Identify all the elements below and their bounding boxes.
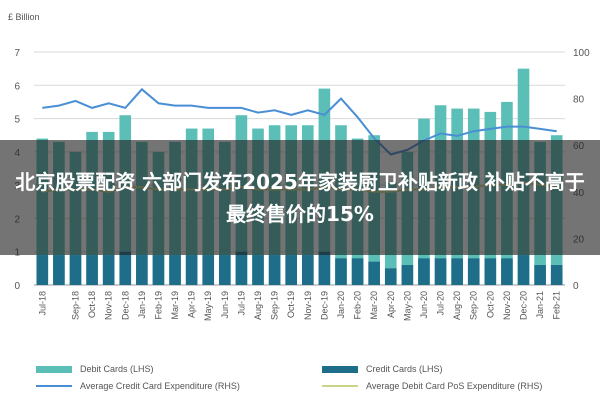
y-right-tick-label: 100 <box>573 48 590 59</box>
x-tick-label: Mar-20 <box>369 291 379 320</box>
y-left-tick-label: 6 <box>14 81 20 92</box>
bar-credit <box>268 255 281 285</box>
legend-swatch-avg-credit <box>36 385 72 387</box>
y-right-tick-label: 0 <box>573 281 579 292</box>
bar-credit <box>136 255 148 285</box>
bar-credit <box>351 258 364 285</box>
legend-swatch-credit <box>322 365 358 373</box>
overlay-banner-text: 北京股票配资 六部门发布2025年家装厨卫补贴新政 补贴不高于最终售价的15% <box>15 169 585 226</box>
bar-credit <box>102 255 115 285</box>
bar-credit <box>169 255 181 285</box>
legend-label-credit: Credit Cards (LHS) <box>366 364 443 374</box>
x-tick-label: Jul-18 <box>37 291 47 316</box>
legend-item-avg-credit: Average Credit Card Expenditure (RHS) <box>36 381 240 391</box>
x-tick-label: Oct-20 <box>485 291 495 318</box>
bar-credit <box>467 258 480 285</box>
x-tick-label: Jun-19 <box>220 291 230 319</box>
x-tick-label: Sep-19 <box>270 291 280 320</box>
x-tick-label: Nov-18 <box>104 291 114 320</box>
bar-credit <box>36 255 49 285</box>
bar-credit <box>484 258 497 285</box>
legend-item-debit: Debit Cards (LHS) <box>36 364 154 374</box>
x-tick-label: Oct-19 <box>286 291 296 318</box>
x-tick-label: Nov-19 <box>303 291 313 320</box>
bar-credit <box>152 255 165 285</box>
bar-credit <box>451 258 463 285</box>
bar-credit <box>185 255 198 285</box>
bar-credit <box>235 251 248 285</box>
bar-credit <box>285 255 298 285</box>
bar-credit <box>401 265 414 285</box>
x-tick-label: Jul-19 <box>236 291 246 316</box>
legend-swatch-debit <box>36 365 72 373</box>
x-tick-label: Nov-20 <box>502 291 512 320</box>
x-tick-label: Dec-20 <box>519 291 529 320</box>
bar-credit <box>335 258 347 285</box>
overlay-banner: 北京股票配资 六部门发布2025年家装厨卫补贴新政 补贴不高于最终售价的15% <box>0 140 600 255</box>
bar-credit <box>384 268 397 285</box>
x-tick-label: Aug-19 <box>253 291 263 320</box>
x-tick-label: Feb-21 <box>552 291 562 320</box>
line-avg-credit <box>42 87 557 156</box>
bar-credit <box>434 258 447 285</box>
bar-credit <box>301 255 314 285</box>
x-tick-label: Apr-20 <box>386 291 396 318</box>
bar-credit <box>202 255 215 285</box>
x-tick-label: Sep-20 <box>469 291 479 320</box>
legend-label-avg-debit: Average Debit Card PoS Expenditure (RHS) <box>366 381 543 391</box>
x-tick-label: Jan-20 <box>336 291 346 319</box>
x-tick-label: Aug-20 <box>452 291 462 320</box>
x-tick-label: Feb-19 <box>153 291 163 320</box>
bar-credit <box>517 255 530 285</box>
bar-credit <box>534 265 546 285</box>
bar-credit <box>53 255 65 285</box>
x-tick-label: Apr-19 <box>187 291 197 318</box>
bar-credit <box>368 261 380 285</box>
x-tick-label: May-19 <box>203 291 213 321</box>
bar-credit <box>418 258 430 285</box>
bar-credit <box>318 251 331 285</box>
y-left-unit-label: £ Billion <box>8 12 40 22</box>
y-left-tick-label: 0 <box>14 281 20 292</box>
bar-credit <box>501 258 513 285</box>
legend-item-avg-debit: Average Debit Card PoS Expenditure (RHS) <box>322 381 542 391</box>
x-tick-label: Dec-18 <box>120 291 130 320</box>
legend-label-debit: Debit Cards (LHS) <box>80 364 154 374</box>
bar-credit <box>119 251 132 285</box>
x-tick-label: Jan-19 <box>137 291 147 319</box>
legend-item-credit: Credit Cards (LHS) <box>322 364 443 374</box>
x-tick-label: Jan-21 <box>535 291 545 319</box>
x-tick-label: May-20 <box>402 291 412 321</box>
x-tick-label: Dec-19 <box>319 291 329 320</box>
x-tick-label: Jul-20 <box>436 291 446 316</box>
bar-credit <box>219 255 231 285</box>
x-tick-label: Jun-20 <box>419 291 429 319</box>
x-tick-label: Oct-18 <box>87 291 97 318</box>
x-tick-label: Mar-19 <box>170 291 180 320</box>
y-left-tick-label: 7 <box>14 48 20 59</box>
bar-credit <box>69 255 82 285</box>
legend-label-avg-credit: Average Credit Card Expenditure (RHS) <box>80 381 240 391</box>
x-tick-label: Feb-20 <box>353 291 363 320</box>
y-left-tick-label: 5 <box>14 115 20 126</box>
y-right-tick-label: 80 <box>573 95 585 106</box>
bar-credit <box>550 265 563 285</box>
x-tick-label: Sep-18 <box>70 291 80 320</box>
bar-credit <box>86 255 98 285</box>
bar-credit <box>252 255 264 285</box>
legend-swatch-avg-debit <box>322 385 358 387</box>
